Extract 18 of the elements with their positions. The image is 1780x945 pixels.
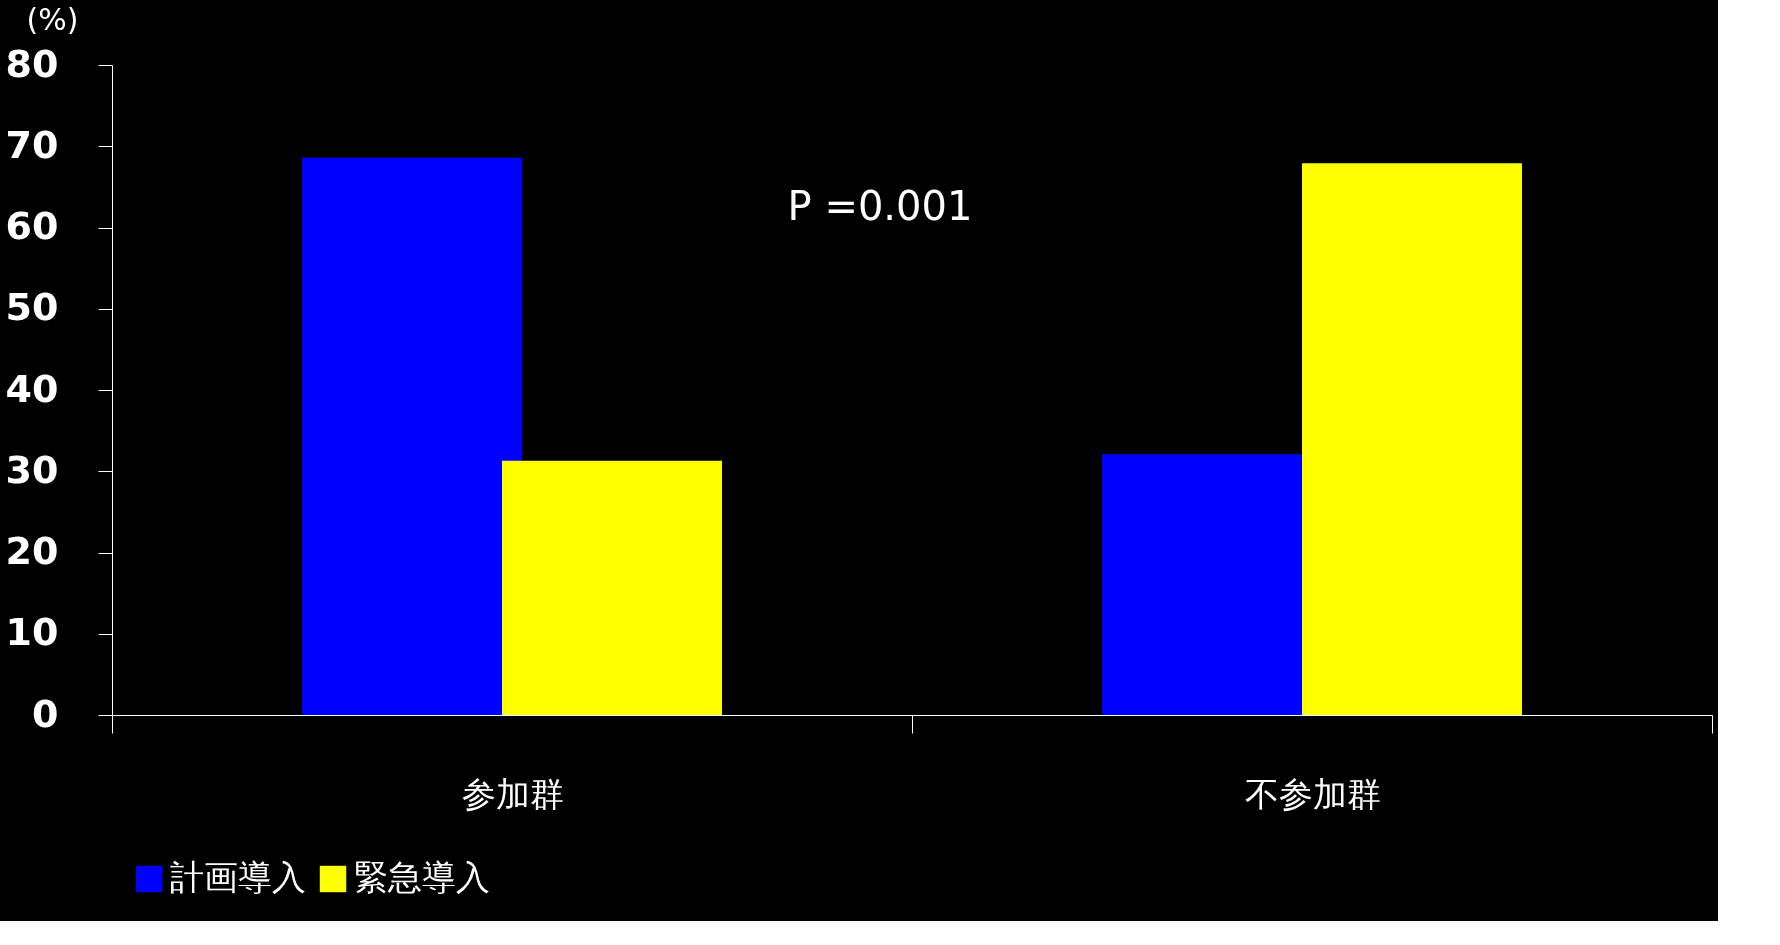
- bar: [502, 460, 722, 715]
- y-tick-label: 50: [5, 285, 59, 330]
- legend-label: 緊急導入: [354, 857, 490, 897]
- legend-label: 計画導入: [170, 857, 306, 897]
- y-tick-label: 20: [5, 529, 59, 573]
- y-tick-label: 70: [5, 122, 59, 167]
- annotation: P =0.001: [787, 183, 973, 229]
- x-tick-label: 参加群: [461, 773, 564, 814]
- bar: [1302, 163, 1522, 715]
- y-tick-label: 40: [5, 366, 59, 411]
- y-tick-label: 0: [32, 691, 59, 736]
- y-tick-label: 80: [5, 41, 59, 86]
- y-tick-label: 10: [5, 610, 59, 655]
- x-tick-label: 不参加群: [1244, 773, 1381, 814]
- bar: [302, 157, 522, 715]
- y-tick-label: 30: [5, 447, 59, 492]
- y-axis-title: (%): [26, 1, 79, 37]
- y-tick-label: 60: [5, 204, 59, 248]
